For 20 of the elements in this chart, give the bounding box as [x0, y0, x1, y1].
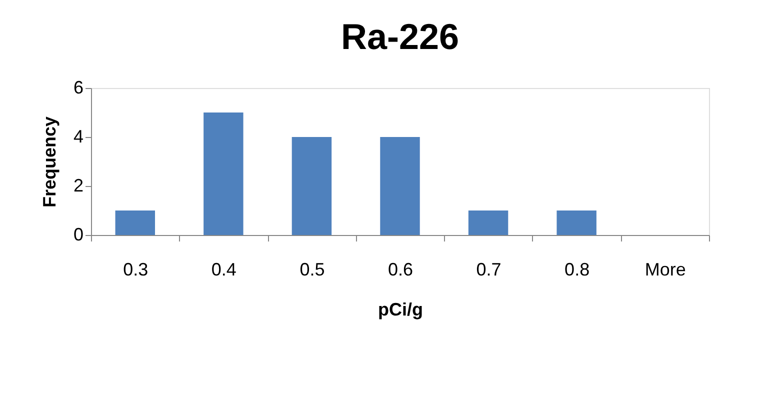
x-tick-label: 0.6: [388, 260, 414, 280]
x-tick-label: 0.3: [123, 260, 148, 280]
bar: [556, 210, 596, 235]
bar: [380, 137, 420, 235]
x-tick-label: 0.4: [211, 260, 236, 280]
y-tick-label: 0: [73, 224, 84, 244]
chart-title: Ra-226: [340, 16, 460, 57]
x-tick-label: More: [644, 260, 686, 280]
bar: [468, 210, 508, 235]
bar: [115, 210, 156, 235]
bar: [292, 137, 332, 235]
x-tick-label: 0.8: [564, 260, 590, 280]
x-tick-label: 0.7: [476, 260, 502, 280]
x-axis-title: pCi/g: [378, 300, 423, 320]
y-tick-label: 2: [73, 176, 84, 196]
x-tick-label: 0.5: [300, 260, 325, 280]
y-tick-label: 6: [73, 78, 84, 98]
y-axis-title: Frequency: [39, 116, 60, 208]
y-tick-label: 4: [73, 126, 84, 146]
bar: [204, 112, 244, 235]
